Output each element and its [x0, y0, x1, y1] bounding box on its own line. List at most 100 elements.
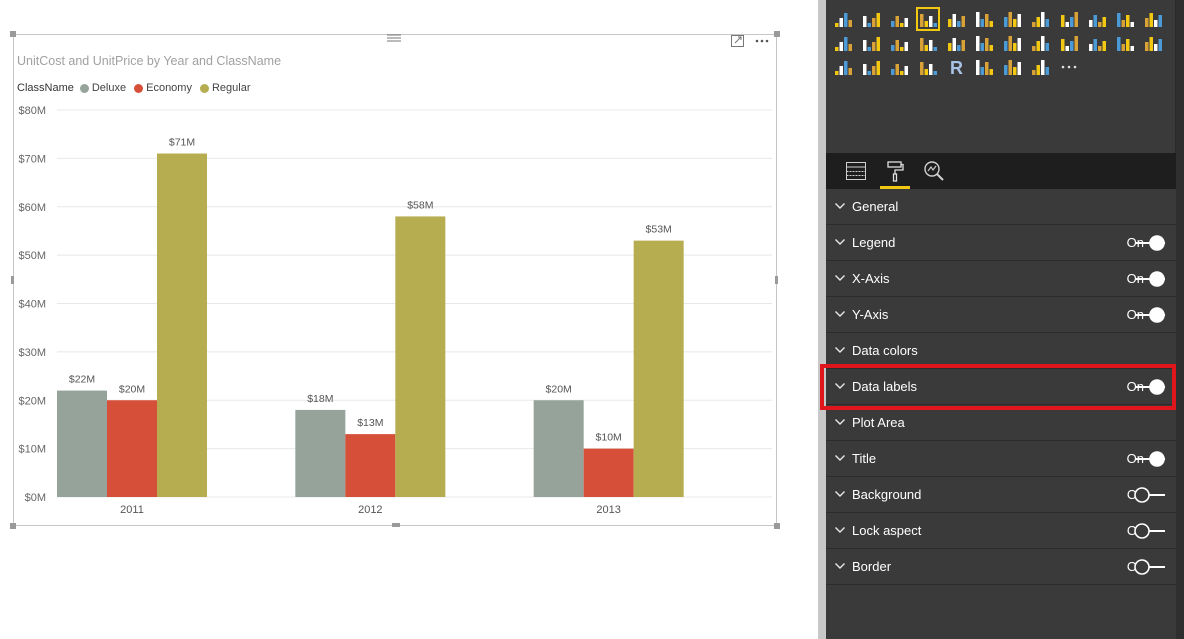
pane-divider[interactable]: [818, 0, 826, 639]
section-label: Title: [852, 451, 877, 466]
tab-format[interactable]: [877, 153, 913, 189]
resize-handle-bottom-right[interactable]: [774, 523, 780, 529]
drag-handle-icon[interactable]: [386, 31, 402, 45]
resize-handle-right[interactable]: [775, 276, 778, 284]
custom-visual-icon[interactable]: [1001, 56, 1023, 78]
chart-legend: ClassName Deluxe Economy Regular: [17, 81, 259, 95]
pane-scrollbar[interactable]: [1176, 0, 1184, 639]
stacked-column-100-icon[interactable]: [973, 8, 995, 30]
section-data-labels[interactable]: Data labels On: [826, 369, 1176, 405]
focus-mode-icon[interactable]: [730, 34, 746, 48]
clustered-bar-icon[interactable]: [888, 8, 910, 30]
slicer-icon[interactable]: [860, 56, 882, 78]
r-visual-icon[interactable]: R: [945, 56, 967, 78]
data-label: $71M: [169, 137, 195, 149]
analytics-magnifier-icon: [924, 161, 944, 181]
x-tick-label: 2012: [358, 504, 382, 516]
stacked-column-icon[interactable]: [860, 8, 882, 30]
toggle-off[interactable]: [1134, 558, 1166, 576]
area-chart-icon[interactable]: [1029, 8, 1051, 30]
data-label: $20M: [546, 383, 572, 395]
stacked-bar-icon[interactable]: [832, 8, 854, 30]
section-y-axis[interactable]: Y-Axis On: [826, 297, 1176, 333]
card-icon[interactable]: [1114, 32, 1136, 54]
bar-economy-2013[interactable]: [583, 448, 634, 497]
section-label: X-Axis: [852, 271, 890, 286]
toggle-off[interactable]: [1134, 486, 1166, 504]
stacked-area-icon[interactable]: [1058, 8, 1080, 30]
legend-swatch: [79, 83, 89, 93]
section-x-axis[interactable]: X-Axis On: [826, 261, 1176, 297]
matrix-icon[interactable]: [917, 56, 939, 78]
bar-regular-2013[interactable]: [633, 240, 684, 498]
chart-title: UnitCost and UnitPrice by Year and Class…: [17, 54, 282, 68]
section-plot-area[interactable]: Plot Area: [826, 405, 1176, 441]
resize-handle-left[interactable]: [11, 276, 14, 284]
tab-fields[interactable]: [838, 153, 874, 189]
section-legend[interactable]: Legend On: [826, 225, 1176, 261]
chevron-down-icon: [835, 419, 845, 425]
bar-economy-2012[interactable]: [345, 434, 396, 497]
gauge-icon[interactable]: [1086, 32, 1108, 54]
shape-map-icon[interactable]: [1029, 32, 1051, 54]
data-label: $13M: [357, 417, 383, 429]
multi-row-card-icon[interactable]: [1142, 32, 1164, 54]
funnel-icon[interactable]: [1058, 32, 1080, 54]
resize-handle-bottom-left[interactable]: [10, 523, 16, 529]
line-column-icon[interactable]: [1086, 8, 1108, 30]
toggle-off[interactable]: [1134, 522, 1166, 540]
section-title[interactable]: Title On: [826, 441, 1176, 477]
resize-handle-top-right[interactable]: [774, 31, 780, 37]
treemap-icon[interactable]: [945, 32, 967, 54]
bar-deluxe-2012[interactable]: [295, 409, 346, 497]
map-icon[interactable]: [973, 32, 995, 54]
resize-handle-bottom[interactable]: [392, 523, 400, 527]
more-visuals-icon[interactable]: [1058, 56, 1080, 78]
section-label: Plot Area: [852, 415, 905, 430]
stacked-bar-100-icon[interactable]: [945, 8, 967, 30]
toggle-on[interactable]: [1134, 234, 1166, 252]
toggle-on[interactable]: [1134, 378, 1166, 396]
pane-tabs: [826, 153, 1176, 189]
pie-chart-icon[interactable]: [888, 32, 910, 54]
toggle-on[interactable]: [1134, 450, 1166, 468]
bar-deluxe-2013[interactable]: [533, 400, 584, 497]
chevron-down-icon: [835, 383, 845, 389]
chevron-down-icon: [835, 203, 845, 209]
scatter-icon[interactable]: [860, 32, 882, 54]
legend-item-regular[interactable]: Regular: [199, 82, 251, 94]
bar-regular-2012[interactable]: [395, 216, 446, 498]
ribbon-chart-icon[interactable]: [1142, 8, 1164, 30]
clustered-column-icon[interactable]: [915, 7, 940, 31]
tab-analytics[interactable]: [916, 153, 952, 189]
section-general[interactable]: General: [826, 189, 1176, 225]
x-tick-label: 2013: [596, 504, 620, 516]
data-label: $10M: [596, 432, 622, 444]
waterfall-icon[interactable]: [832, 32, 854, 54]
y-tick-label: $50M: [18, 250, 46, 262]
section-border[interactable]: BorderOff: [826, 549, 1176, 585]
section-background[interactable]: BackgroundOff: [826, 477, 1176, 513]
globe-icon[interactable]: [973, 56, 995, 78]
toggle-on[interactable]: [1134, 270, 1166, 288]
donut-chart-icon[interactable]: [917, 32, 939, 54]
table-icon[interactable]: [888, 56, 910, 78]
section-lock-aspect[interactable]: Lock aspectOff: [826, 513, 1176, 549]
filled-map-icon[interactable]: [1001, 32, 1023, 54]
chevron-down-icon: [835, 347, 845, 353]
bar-deluxe-2011[interactable]: [57, 390, 107, 497]
legend-swatch: [134, 83, 144, 93]
import-visual-icon[interactable]: [1029, 56, 1051, 78]
line-chart-icon[interactable]: [1001, 8, 1023, 30]
legend-item-deluxe[interactable]: Deluxe: [79, 82, 126, 94]
bar-regular-2011[interactable]: [157, 153, 207, 497]
chevron-down-icon: [835, 275, 845, 281]
legend-item-economy[interactable]: Economy: [134, 82, 192, 94]
kpi-icon[interactable]: [832, 56, 854, 78]
line-clustered-column-icon[interactable]: [1114, 8, 1136, 30]
resize-handle-top-left[interactable]: [10, 31, 16, 37]
section-data-colors[interactable]: Data colors: [826, 333, 1176, 369]
toggle-on[interactable]: [1134, 306, 1166, 324]
more-options-icon[interactable]: [754, 34, 770, 48]
bar-economy-2011[interactable]: [107, 400, 157, 497]
